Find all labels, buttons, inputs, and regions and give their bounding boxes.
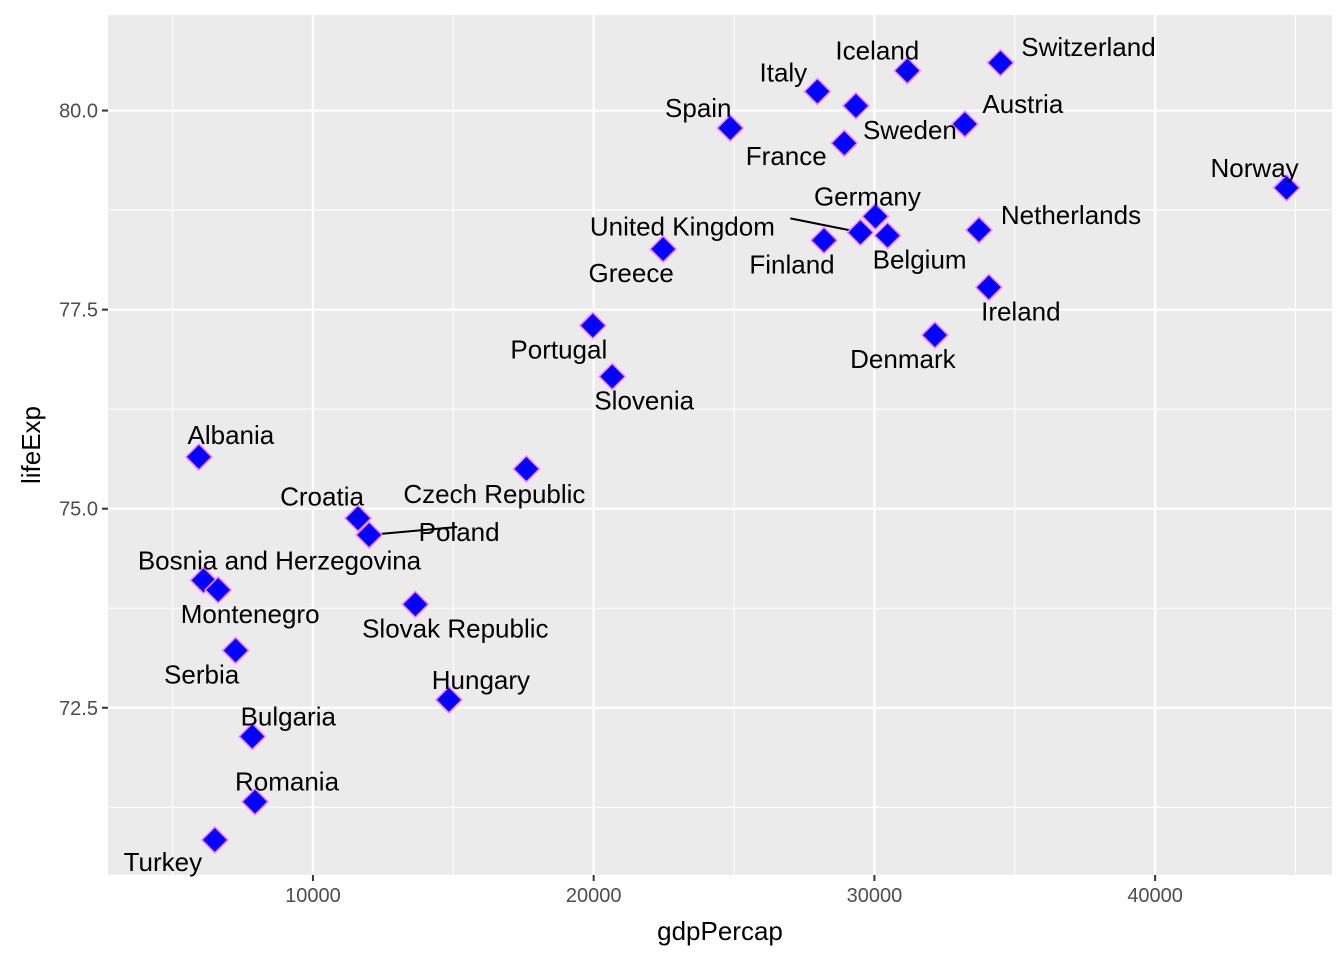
y-tick-label: 72.5 <box>59 698 98 720</box>
point-denmark <box>920 320 950 350</box>
label-netherlands: Netherlands <box>1001 200 1141 230</box>
point-netherlands <box>964 215 994 245</box>
leader-poland <box>369 525 458 536</box>
point-hungary <box>434 685 464 714</box>
y-tick-label: 77.5 <box>59 300 98 322</box>
y-tick-label: 80.0 <box>59 101 98 123</box>
point-switzerland <box>986 48 1015 77</box>
label-albania: Albania <box>188 420 275 450</box>
label-slovenia: Slovenia <box>594 386 694 416</box>
label-united-kingdom: United Kingdom <box>590 211 775 241</box>
label-serbia: Serbia <box>164 659 240 689</box>
point-finland <box>809 226 839 255</box>
label-croatia: Croatia <box>280 481 364 511</box>
point-spain <box>716 113 745 143</box>
y-axis-title: lifeExp <box>16 406 46 484</box>
label-finland: Finland <box>749 249 834 279</box>
major-gridlines <box>108 15 1332 875</box>
label-slovak-republic: Slovak Republic <box>362 613 548 643</box>
point-turkey <box>200 825 229 855</box>
point-germany <box>861 202 890 231</box>
data-points <box>184 48 1301 855</box>
label-hungary: Hungary <box>432 665 530 695</box>
label-spain: Spain <box>665 93 732 123</box>
point-czech-republic <box>512 454 541 484</box>
label-montenegro: Montenegro <box>181 599 320 629</box>
point-montenegro <box>204 575 233 605</box>
point-greece <box>649 234 678 264</box>
label-france: France <box>746 141 827 171</box>
label-belgium: Belgium <box>873 245 967 275</box>
x-tick-label: 20000 <box>566 885 622 907</box>
axis-ticks: 10000 20000 30000 40000 72.5 75.0 77.5 80.0 <box>59 101 1183 907</box>
plot-panel <box>108 15 1332 875</box>
label-iceland: Iceland <box>835 36 919 66</box>
point-belgium <box>873 221 902 250</box>
point-romania <box>240 787 270 816</box>
x-axis-title: gdpPercap <box>657 916 783 946</box>
label-germany: Germany <box>814 181 921 211</box>
point-norway <box>1272 173 1301 202</box>
label-bosnia-and-herzegovina: Bosnia and Herzegovina <box>138 545 422 575</box>
label-denmark: Denmark <box>850 344 956 374</box>
point-bulgaria <box>238 722 267 751</box>
x-tick-label: 40000 <box>1127 885 1183 907</box>
x-tick-label: 10000 <box>285 885 341 907</box>
label-norway: Norway <box>1211 153 1299 183</box>
label-ireland: Ireland <box>981 296 1061 326</box>
label-sweden: Sweden <box>863 115 957 145</box>
point-labels: Albania Austria Belgium Bosnia and Herzegov… <box>124 32 1299 877</box>
label-austria: Austria <box>982 89 1063 119</box>
point-united-kingdom <box>846 218 875 247</box>
x-tick-label: 30000 <box>847 885 903 907</box>
label-bulgaria: Bulgaria <box>241 701 337 731</box>
point-portugal <box>578 311 607 340</box>
label-turkey: Turkey <box>124 847 203 877</box>
label-switzerland: Switzerland <box>1021 32 1155 62</box>
point-albania <box>184 442 214 472</box>
label-romania: Romania <box>235 767 340 797</box>
point-austria <box>950 109 979 139</box>
y-tick-label: 75.0 <box>59 499 98 521</box>
label-poland: Poland <box>419 517 500 547</box>
label-italy: Italy <box>760 57 808 87</box>
label-greece: Greece <box>589 258 674 288</box>
point-italy <box>803 77 832 106</box>
point-ireland <box>974 273 1003 302</box>
point-serbia <box>221 636 250 665</box>
point-france <box>830 129 859 158</box>
point-iceland <box>893 56 922 85</box>
label-portugal: Portugal <box>510 335 607 365</box>
point-slovenia <box>598 362 627 391</box>
point-croatia <box>343 504 373 533</box>
label-czech-republic: Czech Republic <box>403 479 585 509</box>
point-slovak-republic <box>401 590 430 619</box>
point-poland <box>355 520 384 550</box>
point-sweden <box>841 91 871 120</box>
